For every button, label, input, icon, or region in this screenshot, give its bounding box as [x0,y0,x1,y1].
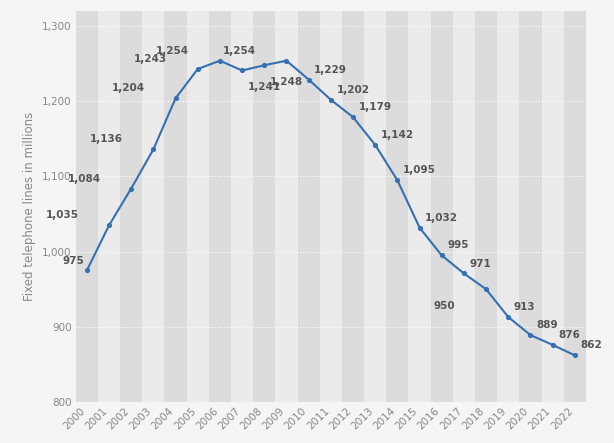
Point [215,57,225,64]
Text: 1,179: 1,179 [359,102,392,112]
Bar [320,11,342,402]
Bar [209,11,231,402]
Point [193,66,203,73]
Text: 1,095: 1,095 [403,165,436,175]
Text: 913: 913 [514,302,535,312]
Bar [187,11,209,402]
Bar [142,11,165,402]
Text: 876: 876 [558,330,580,340]
Point [570,352,580,359]
Bar [408,11,430,402]
Point [304,76,314,83]
Text: 1,084: 1,084 [68,174,101,183]
Text: 862: 862 [580,341,602,350]
Point [481,286,491,293]
Point [370,141,380,148]
Bar [253,11,275,402]
Bar [231,11,253,402]
Point [171,95,181,102]
Bar [542,11,564,402]
Bar [298,11,320,402]
Point [126,185,136,192]
Point [259,62,269,69]
Bar [519,11,542,402]
Bar [120,11,142,402]
Text: 1,035: 1,035 [45,210,79,221]
Point [104,222,114,229]
Bar [475,11,497,402]
Bar [453,11,475,402]
Text: 1,204: 1,204 [112,83,145,93]
Point [237,67,247,74]
Point [437,252,446,259]
Bar [386,11,408,402]
Point [459,270,469,277]
Text: 1,202: 1,202 [336,85,370,95]
Text: 995: 995 [448,241,469,250]
Point [526,331,535,338]
Bar [497,11,519,402]
Bar [98,11,120,402]
Bar [364,11,386,402]
Point [392,177,402,184]
Text: 950: 950 [434,301,456,311]
Point [348,113,358,120]
Text: 971: 971 [470,259,491,268]
Text: 1,241: 1,241 [247,82,281,92]
Text: 1,142: 1,142 [381,130,414,140]
Point [149,146,158,153]
Point [326,96,336,103]
Point [82,267,91,274]
Text: 1,243: 1,243 [134,54,167,64]
Point [282,57,292,64]
Text: 1,248: 1,248 [270,77,303,87]
Point [548,341,558,348]
Text: 889: 889 [536,320,558,330]
Text: 1,254: 1,254 [156,46,189,56]
Bar [564,11,586,402]
Bar [342,11,364,402]
Bar [76,11,98,402]
Bar [165,11,187,402]
Point [503,314,513,321]
Text: 1,136: 1,136 [90,135,123,144]
Bar [275,11,298,402]
Bar [430,11,453,402]
Y-axis label: Fixed telephone lines in millions: Fixed telephone lines in millions [23,112,36,301]
Text: 1,254: 1,254 [223,46,256,56]
Point [414,224,424,231]
Text: 1,229: 1,229 [314,65,347,74]
Text: 975: 975 [62,256,84,265]
Text: 1,032: 1,032 [425,213,458,223]
